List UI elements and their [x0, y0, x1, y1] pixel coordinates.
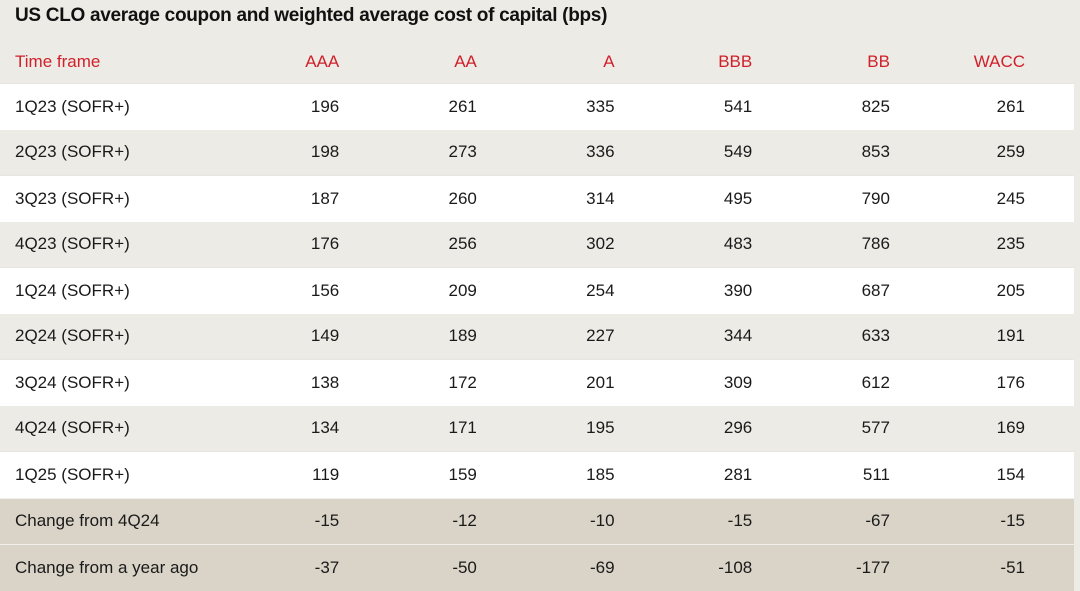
row-label: 4Q23 (SOFR+): [0, 221, 204, 267]
column-header-a: A: [603, 51, 615, 71]
cell-a: 185: [476, 451, 615, 498]
cell-a: -10: [476, 497, 615, 544]
column-header-bb: BB: [867, 51, 890, 71]
cell-aa: -50: [339, 544, 477, 591]
cell-aaa: 134: [203, 405, 340, 451]
table-row: 3Q24 (SOFR+) 138 172 201 309 612 176: [0, 359, 1074, 406]
cell-aaa: 196: [203, 83, 340, 130]
cell-wacc: -51: [889, 544, 1074, 591]
cell-a: 201: [476, 359, 615, 406]
column-header-aaa: AAA: [305, 51, 340, 71]
cell-aaa: -37: [203, 544, 340, 591]
column-header-time-frame: Time frame: [15, 51, 101, 71]
cell-aaa: 156: [203, 267, 340, 314]
cell-wacc: 245: [889, 175, 1074, 222]
column-header-bbb: BBB: [718, 51, 753, 71]
cell-aa: 171: [339, 405, 477, 451]
cell-bb: 612: [752, 359, 890, 406]
cell-aa: 189: [339, 313, 477, 359]
cell-bbb: 296: [614, 405, 753, 451]
cell-bbb: 541: [614, 83, 753, 130]
cell-aa: 261: [339, 83, 477, 130]
cell-bbb: 344: [614, 313, 753, 359]
cell-wacc: 235: [889, 221, 1074, 267]
row-label: 3Q23 (SOFR+): [0, 175, 204, 222]
cell-aaa: 138: [203, 359, 340, 406]
cell-bbb: -15: [614, 497, 753, 544]
cell-bbb: 281: [614, 451, 753, 498]
table-title: US CLO average coupon and weighted avera…: [15, 5, 608, 26]
row-label: 2Q24 (SOFR+): [0, 313, 204, 359]
cell-bb: 687: [752, 267, 890, 314]
cell-bb: 786: [752, 221, 890, 267]
table-row: 2Q23 (SOFR+) 198 273 336 549 853 259: [0, 129, 1074, 175]
cell-wacc: 259: [889, 129, 1074, 175]
cell-bbb: 309: [614, 359, 753, 406]
cell-aaa: 119: [203, 451, 340, 498]
row-label: 4Q24 (SOFR+): [0, 405, 204, 451]
cell-bbb: 390: [614, 267, 753, 314]
cell-bb: 853: [752, 129, 890, 175]
cell-a: 227: [476, 313, 615, 359]
cell-wacc: -15: [889, 497, 1074, 544]
cell-aaa: 198: [203, 129, 340, 175]
cell-aa: -12: [339, 497, 477, 544]
cell-aaa: 176: [203, 221, 340, 267]
cell-wacc: 205: [889, 267, 1074, 314]
table-row-change: Change from a year ago -37 -50 -69 -108 …: [0, 544, 1074, 591]
row-label: Change from a year ago: [0, 544, 204, 591]
cell-aa: 256: [339, 221, 477, 267]
cell-wacc: 176: [889, 359, 1074, 406]
cell-bb: 825: [752, 83, 890, 130]
table-row: 1Q25 (SOFR+) 119 159 185 281 511 154: [0, 451, 1074, 498]
cell-wacc: 154: [889, 451, 1074, 498]
row-label: 1Q24 (SOFR+): [0, 267, 204, 314]
row-label: 1Q23 (SOFR+): [0, 83, 204, 130]
row-label: Change from 4Q24: [0, 497, 204, 544]
clo-coupon-table: Time frame AAA AA A BBB BB WACC 1Q23 (SO…: [0, 40, 1074, 591]
column-header-wacc: WACC: [973, 51, 1025, 71]
cell-bb: 577: [752, 405, 890, 451]
cell-a: 195: [476, 405, 615, 451]
table-row: 2Q24 (SOFR+) 149 189 227 344 633 191: [0, 313, 1074, 359]
row-label: 1Q25 (SOFR+): [0, 451, 204, 498]
cell-wacc: 191: [889, 313, 1074, 359]
table-row: 1Q23 (SOFR+) 196 261 335 541 825 261: [0, 83, 1074, 130]
cell-bbb: 483: [614, 221, 753, 267]
cell-a: -69: [476, 544, 615, 591]
cell-aaa: -15: [203, 497, 340, 544]
cell-bb: 790: [752, 175, 890, 222]
cell-bb: -177: [752, 544, 890, 591]
table-row: 3Q23 (SOFR+) 187 260 314 495 790 245: [0, 175, 1074, 222]
cell-aaa: 187: [203, 175, 340, 222]
cell-bb: 633: [752, 313, 890, 359]
cell-a: 335: [476, 83, 615, 130]
cell-aa: 159: [339, 451, 477, 498]
cell-aa: 209: [339, 267, 477, 314]
cell-bb: 511: [752, 451, 890, 498]
header-row: Time frame AAA AA A BBB BB WACC: [0, 40, 1074, 83]
cell-aa: 273: [339, 129, 477, 175]
cell-aaa: 149: [203, 313, 340, 359]
cell-bbb: 495: [614, 175, 753, 222]
cell-wacc: 261: [889, 83, 1074, 130]
cell-wacc: 169: [889, 405, 1074, 451]
cell-aa: 260: [339, 175, 477, 222]
cell-a: 254: [476, 267, 615, 314]
table-row: 1Q24 (SOFR+) 156 209 254 390 687 205: [0, 267, 1074, 314]
cell-a: 302: [476, 221, 615, 267]
row-label: 3Q24 (SOFR+): [0, 359, 204, 406]
cell-bbb: -108: [614, 544, 753, 591]
cell-a: 314: [476, 175, 615, 222]
table-row-change: Change from 4Q24 -15 -12 -10 -15 -67 -15: [0, 497, 1074, 544]
cell-aa: 172: [339, 359, 477, 406]
row-label: 2Q23 (SOFR+): [0, 129, 204, 175]
cell-bbb: 549: [614, 129, 753, 175]
cell-a: 336: [476, 129, 615, 175]
table-row: 4Q23 (SOFR+) 176 256 302 483 786 235: [0, 221, 1074, 267]
cell-bb: -67: [752, 497, 890, 544]
table-row: 4Q24 (SOFR+) 134 171 195 296 577 169: [0, 405, 1074, 451]
column-header-aa: AA: [454, 51, 477, 71]
